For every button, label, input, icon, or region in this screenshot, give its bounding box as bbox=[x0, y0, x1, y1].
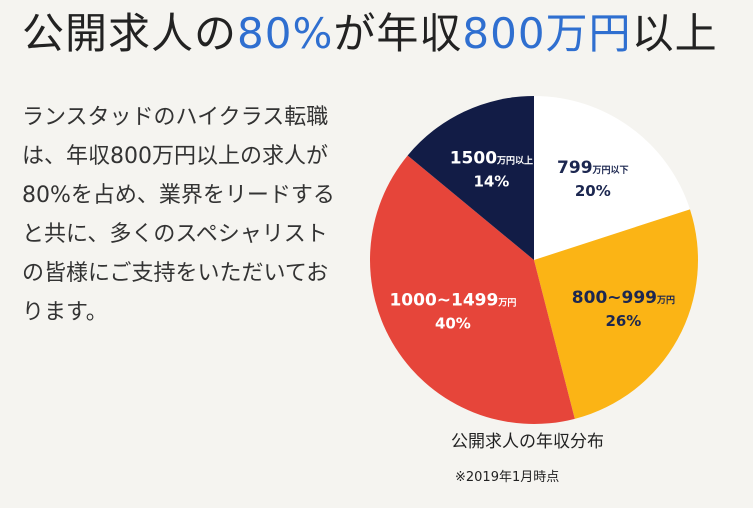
headline-part: 公開求人の bbox=[22, 9, 238, 58]
slice-range-value: 1000~1499 bbox=[389, 290, 498, 310]
headline-part: が年収 bbox=[333, 9, 463, 58]
headline-highlight-percent: 80% bbox=[237, 9, 334, 58]
headline-part: 以上 bbox=[631, 9, 718, 58]
chart-note: ※2019年1月時点 bbox=[455, 470, 560, 485]
headline-highlight-salary: 800万円 bbox=[462, 9, 632, 58]
slice-label-percent: 14% bbox=[473, 173, 509, 191]
slice-range-value: 800~999 bbox=[572, 288, 657, 308]
slice-range-value: 799 bbox=[557, 158, 593, 178]
pie-slices bbox=[369, 96, 698, 425]
slice-label-percent: 26% bbox=[605, 312, 641, 330]
description-text: ランスタッドのハイクラス転職は、年収800万円以上の求人が80%を占め、業界をリ… bbox=[22, 105, 335, 325]
slice-label-range: 800~999万円 bbox=[572, 288, 675, 308]
slice-range-value: 1500 bbox=[450, 149, 497, 169]
pie-slice-4 bbox=[407, 96, 534, 260]
headline: 公開求人の80%が年収800万円以上 bbox=[22, 6, 718, 62]
slice-range-unit: 万円 bbox=[656, 295, 675, 306]
pie-slice-2 bbox=[534, 209, 698, 419]
slice-label-percent: 20% bbox=[575, 182, 611, 200]
pie-slice-3 bbox=[369, 155, 575, 425]
slice-label-range: 799万円以下 bbox=[557, 158, 629, 178]
slice-range-unit: 万円以下 bbox=[592, 165, 629, 176]
slice-range-unit: 万円 bbox=[497, 297, 516, 308]
slice-label-range: 1000~1499万円 bbox=[389, 290, 516, 310]
slice-label-percent: 40% bbox=[435, 314, 471, 332]
pie-labels: 799万円以下20%800~999万円26%1000~1499万円40%1500… bbox=[389, 149, 675, 333]
slice-range-unit: 万円以上 bbox=[496, 155, 533, 167]
chart-caption: 公開求人の年収分布 bbox=[451, 432, 604, 452]
slice-label-range: 1500万円以上 bbox=[450, 149, 533, 169]
pie-slice-1 bbox=[534, 96, 690, 260]
